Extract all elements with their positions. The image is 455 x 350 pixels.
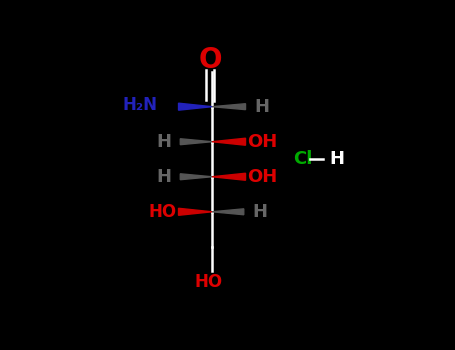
- Polygon shape: [180, 139, 212, 145]
- Polygon shape: [180, 174, 212, 180]
- Text: Cl: Cl: [293, 150, 313, 168]
- Text: H: H: [254, 98, 269, 116]
- Polygon shape: [212, 138, 246, 145]
- Text: H: H: [329, 150, 344, 168]
- Text: HO: HO: [194, 273, 222, 291]
- Polygon shape: [212, 173, 246, 180]
- Text: H₂N: H₂N: [122, 96, 157, 114]
- Text: OH: OH: [248, 168, 278, 186]
- Text: H: H: [253, 203, 268, 221]
- Text: HO: HO: [149, 203, 177, 221]
- Polygon shape: [212, 209, 244, 215]
- Polygon shape: [178, 208, 212, 215]
- Text: OH: OH: [248, 133, 278, 151]
- Text: H: H: [157, 168, 172, 186]
- Text: O: O: [198, 46, 222, 74]
- Polygon shape: [178, 103, 212, 110]
- Polygon shape: [212, 104, 246, 110]
- Text: H: H: [157, 133, 172, 151]
